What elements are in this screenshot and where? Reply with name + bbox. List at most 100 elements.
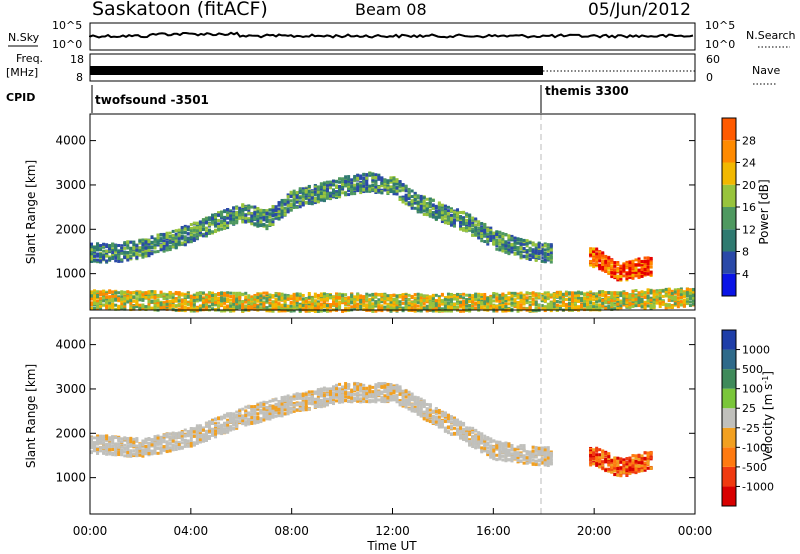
heatmap-cell [522,254,526,258]
heatmap-cell [374,188,378,192]
heatmap-cell [114,297,118,301]
heatmap-cell [229,214,233,218]
heatmap-cell [540,293,544,297]
heatmap-cell [410,189,414,193]
heatmap-cell [413,293,417,297]
heatmap-cell [141,246,145,250]
heatmap-cell [207,216,211,220]
heatmap-cell [353,192,357,196]
heatmap-cell [607,266,611,270]
heatmap-cell [353,183,357,187]
heatmap-cell [377,187,381,191]
heatmap-cell [301,194,305,198]
heatmap-cell [495,238,499,242]
heatmap-cell [325,187,329,191]
heatmap-cell [256,223,260,227]
heatmap-cell [371,172,375,176]
heatmap-cell [250,219,254,223]
heatmap-cell [513,248,517,252]
heatmap-cell [347,189,351,193]
heatmap-cell [604,254,608,258]
heatmap-cell [525,250,529,254]
date-title: 05/Jun/2012 [588,0,691,20]
heatmap-cell [108,301,112,305]
heatmap-cell [153,250,157,254]
heatmap-cell [192,296,196,300]
heatmap-cell [507,252,511,256]
heatmap-cell [159,304,163,308]
heatmap-cell [631,260,635,264]
heatmap-cell [268,298,272,302]
heatmap-cell [474,217,478,221]
heatmap-cell [217,219,221,223]
heatmap-cell [574,294,577,298]
heatmap-cell [328,305,332,309]
heatmap-cell [292,195,296,199]
heatmap-cell [135,302,139,306]
heatmap-cell [359,187,363,191]
heatmap-cell [628,267,632,271]
heatmap-cell [589,301,593,305]
heatmap-cell [595,294,599,298]
heatmap-cell [292,197,296,201]
heatmap-cell [344,184,348,188]
heatmap-cell [262,216,266,220]
heatmap-cell [238,295,242,299]
heatmap-cell [313,199,317,203]
heatmap-cell [477,220,481,224]
heatmap-cell [192,303,196,307]
heatmap-cell [486,302,490,306]
heatmap-cell [201,228,205,232]
heatmap-cell [483,227,487,231]
nsky-trace [89,31,694,39]
heatmap-cell [598,250,602,254]
heatmap-cell [419,296,423,300]
heatmap-cell [462,299,466,303]
heatmap-cell [150,292,154,296]
heatmap-cell [622,274,626,278]
heatmap-cell [262,223,266,227]
heatmap-cell [108,307,112,311]
nsearch-tick-top: 10^5 [705,19,735,32]
heatmap-cell [468,306,472,310]
heatmap-cell [543,296,547,300]
heatmap-cell [589,253,593,257]
heatmap-cell [419,199,423,203]
station-title: Saskatoon (fitACF) [92,0,268,20]
heatmap-cell [546,291,550,295]
heatmap-cell [552,302,556,306]
heatmap-cell [214,213,218,217]
heatmap-cell [474,307,478,311]
heatmap-cell [304,309,308,313]
heatmap-cell [613,268,617,272]
heatmap-cell [105,301,109,305]
heatmap-cell [105,304,109,308]
heatmap-cell [477,294,481,298]
heatmap-cell [610,299,614,303]
heatmap-cell [540,246,544,250]
heatmap-cell [543,260,547,264]
heatmap-cell [365,187,369,191]
heatmap-cell [232,222,236,226]
heatmap-cell [558,300,562,304]
heatmap-cell [577,306,581,310]
heatmap-cell [646,291,650,295]
heatmap-cell [631,269,635,273]
heatmap-cell [453,303,456,307]
heatmap-cell [180,236,184,240]
heatmap-cell [528,249,532,253]
heatmap-cell [338,295,342,299]
heatmap-cell [619,304,623,308]
heatmap-cell [549,301,553,305]
heatmap-cell [516,305,520,309]
heatmap-cell [595,292,599,296]
heatmap-cell [531,242,535,246]
heatmap-cell [183,241,187,245]
heatmap-cell [126,300,130,304]
heatmap-cell [425,206,429,210]
heatmap-cell [241,306,245,310]
heatmap-cell [495,309,499,313]
heatmap-cell [404,184,408,188]
heatmap-cell [480,239,484,243]
